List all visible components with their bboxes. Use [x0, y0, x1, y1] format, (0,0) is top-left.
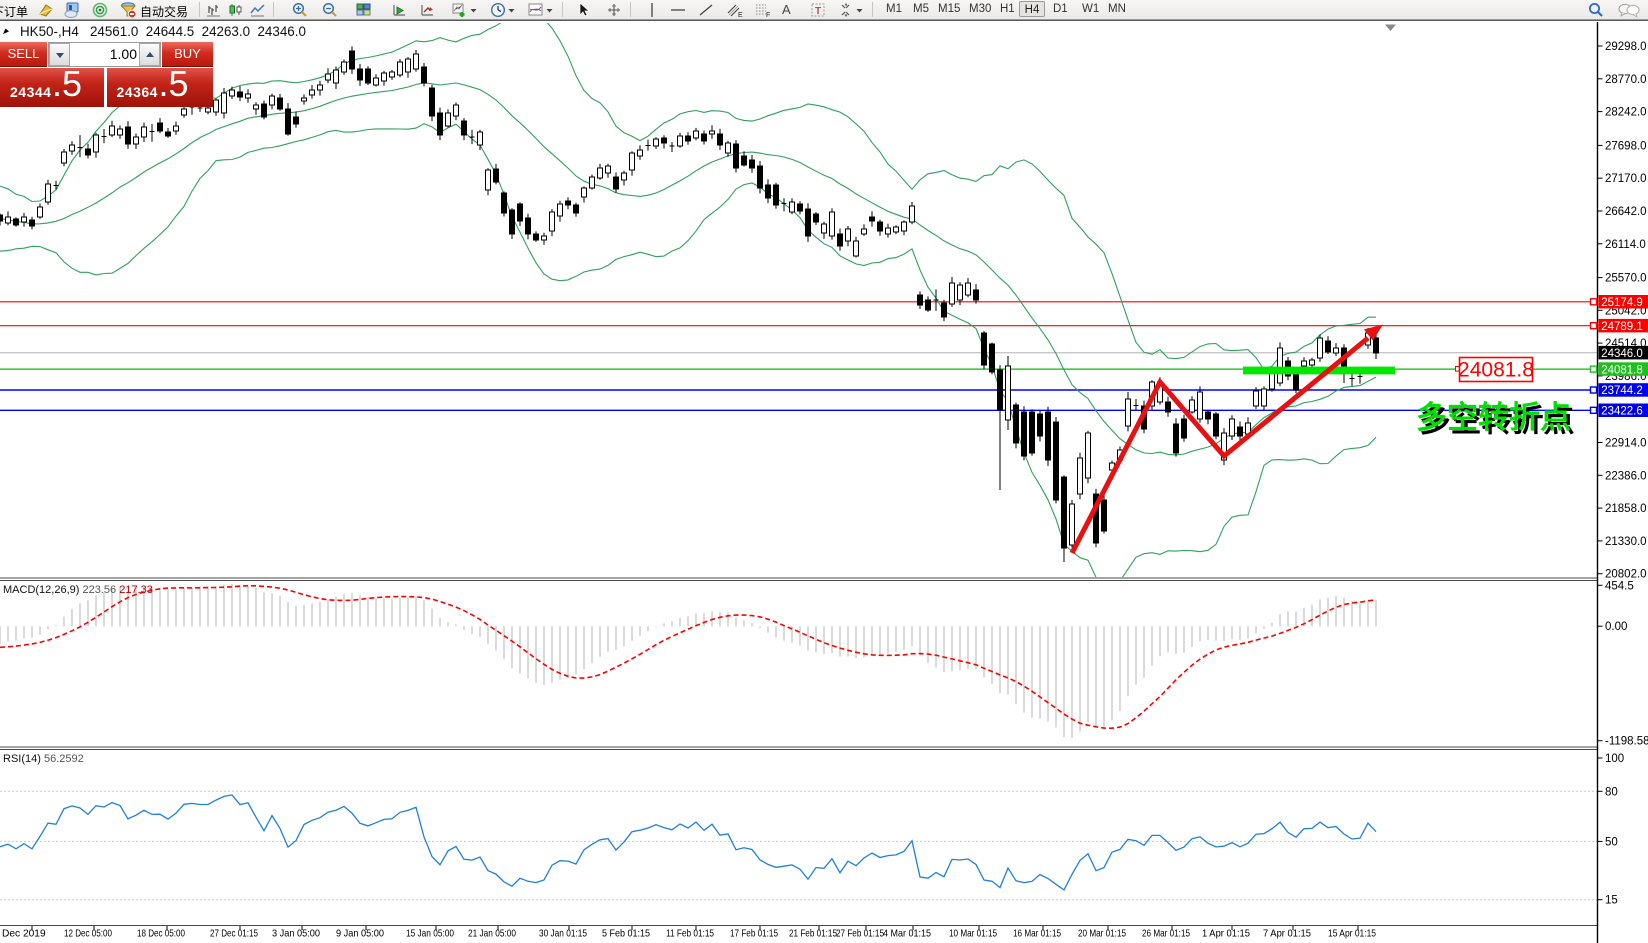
svg-text:多空转折点: 多空转折点	[1420, 404, 1575, 439]
svg-text:23422.6: 23422.6	[1601, 406, 1643, 418]
svg-text:100: 100	[1605, 753, 1624, 765]
svg-text:0.00: 0.00	[1605, 621, 1627, 633]
svg-text:21 Jan 05:00: 21 Jan 05:00	[468, 929, 516, 940]
svg-text:25570.0: 25570.0	[1605, 273, 1647, 285]
svg-text:5 Feb 01:15: 5 Feb 01:15	[602, 929, 650, 940]
svg-text:24789.1: 24789.1	[1601, 321, 1643, 333]
svg-text:30 Jan 01:15: 30 Jan 01:15	[539, 929, 587, 940]
svg-text:80: 80	[1605, 786, 1618, 798]
svg-text:F: F	[766, 12, 770, 18]
svg-text:T: T	[815, 6, 821, 17]
svg-text:20 Mar 01:15: 20 Mar 01:15	[1078, 929, 1126, 940]
svg-text:27170.0: 27170.0	[1605, 173, 1647, 185]
svg-text:7 Apr 01:15: 7 Apr 01:15	[1263, 929, 1311, 940]
svg-text:454.5: 454.5	[1605, 580, 1634, 592]
svg-text:RSI(14) 56.2592: RSI(14) 56.2592	[3, 753, 84, 765]
svg-text:21858.0: 21858.0	[1605, 503, 1647, 515]
svg-text:9 Jan 05:00: 9 Jan 05:00	[336, 929, 384, 940]
svg-text:22914.0: 22914.0	[1605, 438, 1647, 450]
svg-text:28242.0: 28242.0	[1605, 107, 1647, 119]
svg-text:24081.8: 24081.8	[1601, 364, 1643, 376]
svg-text:多空转折点: 多空转折点	[1416, 400, 1571, 435]
svg-text:21330.0: 21330.0	[1605, 536, 1647, 548]
svg-text:E: E	[738, 12, 743, 18]
svg-text:26642.0: 26642.0	[1605, 206, 1647, 218]
svg-text:12 Dec 05:00: 12 Dec 05:00	[64, 929, 112, 940]
svg-text:4 Mar 01:15: 4 Mar 01:15	[883, 929, 931, 940]
svg-text:50: 50	[1605, 836, 1618, 848]
svg-text:27698.0: 27698.0	[1605, 140, 1647, 152]
svg-text:27 Dec 01:15: 27 Dec 01:15	[210, 929, 258, 940]
svg-text:18 Dec 05:00: 18 Dec 05:00	[137, 929, 185, 940]
svg-text:15 Jan 05:00: 15 Jan 05:00	[406, 929, 454, 940]
svg-text:25174.9: 25174.9	[1601, 297, 1643, 309]
svg-text:15: 15	[1605, 895, 1618, 907]
svg-text:20802.0: 20802.0	[1605, 569, 1647, 581]
svg-text:28770.0: 28770.0	[1605, 74, 1647, 86]
svg-text:26 Mar 01:15: 26 Mar 01:15	[1142, 929, 1190, 940]
svg-text:3 Jan 05:00: 3 Jan 05:00	[272, 929, 320, 940]
svg-text:11 Feb 01:15: 11 Feb 01:15	[666, 929, 714, 940]
svg-text:22386.0: 22386.0	[1605, 470, 1647, 482]
svg-text:-1198.58: -1198.58	[1605, 736, 1648, 748]
svg-text:16 Mar 01:15: 16 Mar 01:15	[1013, 929, 1061, 940]
svg-text:1 Apr 01:15: 1 Apr 01:15	[1202, 929, 1250, 940]
svg-text:MACD(12,26,9) 223.56 217.33: MACD(12,26,9) 223.56 217.33	[3, 584, 153, 596]
svg-text:Dec 2019: Dec 2019	[2, 929, 46, 940]
svg-text:21 Feb 01:15: 21 Feb 01:15	[789, 929, 837, 940]
svg-text:29298.0: 29298.0	[1605, 41, 1647, 53]
svg-text:23744.2: 23744.2	[1601, 385, 1643, 397]
svg-text:17 Feb 01:15: 17 Feb 01:15	[730, 929, 778, 940]
svg-text:15 Apr 01:15: 15 Apr 01:15	[1328, 929, 1376, 940]
svg-text:27 Feb 01:15: 27 Feb 01:15	[836, 929, 884, 940]
svg-text:HK50-,H4 24561.0 24644.5 2: HK50-,H4 24561.0 24644.5 24263.0 24346.0	[20, 24, 306, 39]
svg-text:26114.0: 26114.0	[1605, 239, 1646, 251]
svg-text:10 Mar 01:15: 10 Mar 01:15	[949, 929, 997, 940]
svg-text:24346.0: 24346.0	[1601, 348, 1643, 360]
svg-text:24081.8: 24081.8	[1458, 359, 1534, 382]
